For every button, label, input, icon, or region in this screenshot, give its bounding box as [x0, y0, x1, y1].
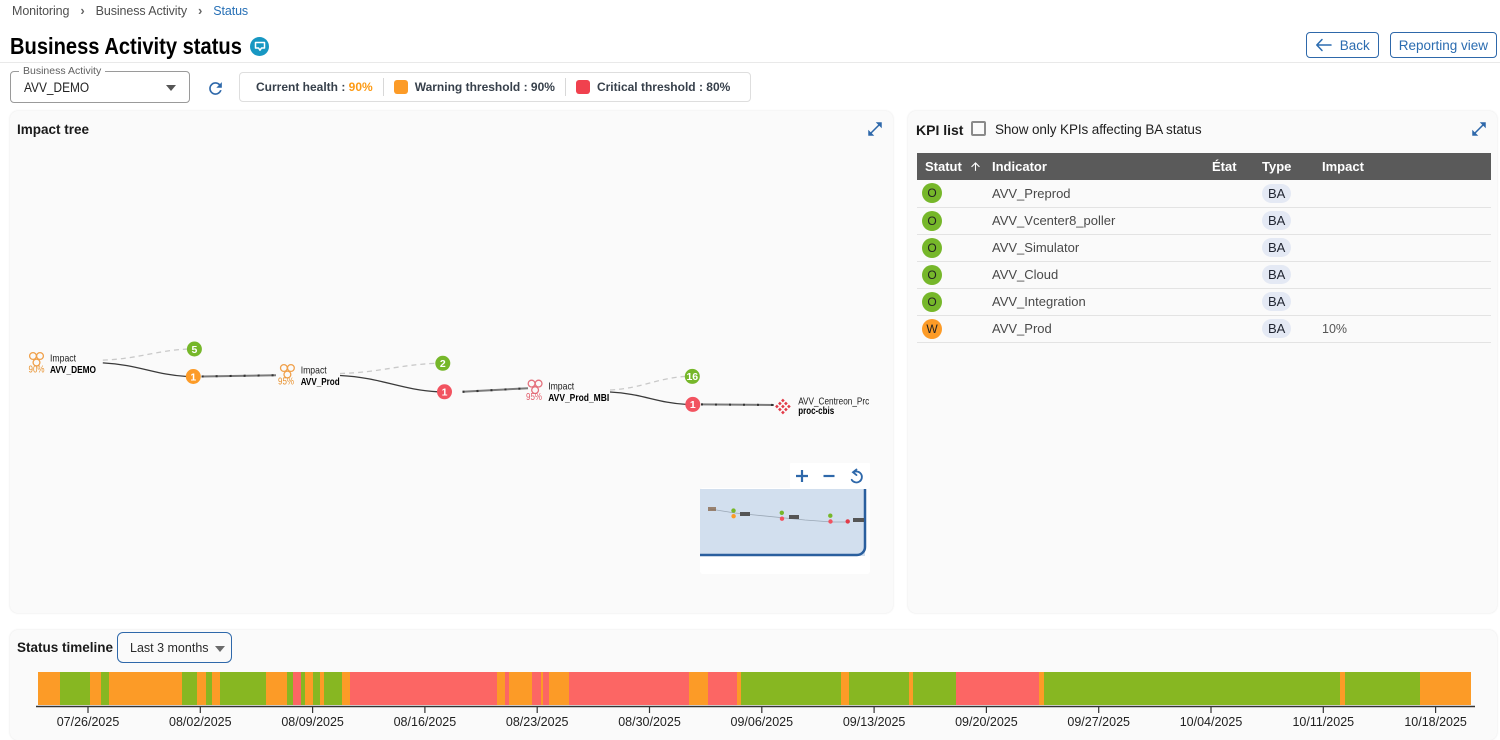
svg-text:08/02/2025: 08/02/2025 [169, 715, 232, 729]
svg-text:08/23/2025: 08/23/2025 [506, 715, 569, 729]
svg-text:10/11/2025: 10/11/2025 [1292, 715, 1354, 729]
svg-text:09/06/2025: 09/06/2025 [731, 715, 794, 729]
svg-text:AVV_DEMO: AVV_DEMO [50, 364, 96, 376]
svg-text:09/13/2025: 09/13/2025 [843, 715, 906, 729]
svg-text:16: 16 [686, 371, 698, 383]
svg-text:95%: 95% [278, 376, 294, 388]
svg-text:2: 2 [440, 358, 446, 370]
svg-text:Impact: Impact [548, 381, 574, 393]
svg-text:1: 1 [442, 387, 448, 399]
svg-text:90%: 90% [29, 364, 45, 376]
svg-text:AVV_Prod_MBI: AVV_Prod_MBI [548, 392, 609, 404]
svg-text:09/27/2025: 09/27/2025 [1067, 715, 1130, 729]
svg-text:08/16/2025: 08/16/2025 [394, 715, 457, 729]
svg-text:Impact: Impact [50, 353, 76, 365]
svg-text:AVV_Centreon_Prc: AVV_Centreon_Prc [798, 396, 869, 408]
svg-text:95%: 95% [526, 391, 542, 403]
svg-text:Impact: Impact [301, 365, 327, 377]
svg-text:10/04/2025: 10/04/2025 [1180, 715, 1243, 729]
svg-text:AVV_Prod: AVV_Prod [301, 376, 340, 388]
svg-text:08/30/2025: 08/30/2025 [618, 715, 681, 729]
svg-text:09/20/2025: 09/20/2025 [955, 715, 1018, 729]
svg-text:10/18/2025: 10/18/2025 [1404, 715, 1467, 729]
svg-text:07/26/2025: 07/26/2025 [57, 715, 120, 729]
svg-text:08/09/2025: 08/09/2025 [281, 715, 344, 729]
svg-text:5: 5 [191, 344, 197, 356]
svg-text:proc-cbis: proc-cbis [798, 405, 834, 417]
svg-text:1: 1 [190, 371, 196, 383]
svg-text:1: 1 [690, 399, 696, 411]
